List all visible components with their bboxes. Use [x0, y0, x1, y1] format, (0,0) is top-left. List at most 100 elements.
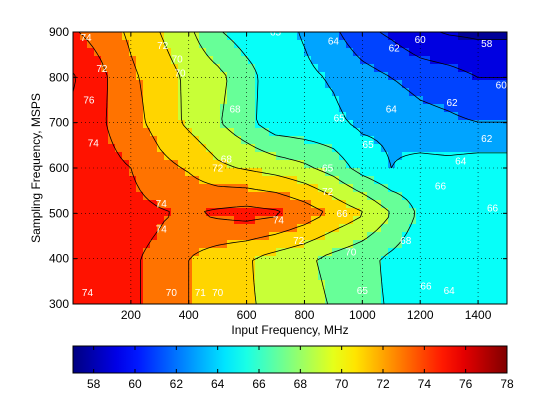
contour-cell [479, 232, 487, 241]
contour-cell [346, 72, 354, 81]
contour-cell [241, 88, 249, 97]
contour-cell [430, 96, 438, 105]
contour-cell [451, 32, 459, 41]
contour-cell [171, 216, 179, 225]
contour-cell [409, 288, 417, 297]
contour-cell [73, 200, 81, 209]
contour-cell [73, 240, 81, 249]
contour-cell [234, 104, 242, 113]
contour-cell [451, 72, 459, 81]
contour-cell [437, 264, 445, 273]
contour-cell [94, 224, 102, 233]
contour-cell [451, 120, 459, 129]
contour-cell [409, 144, 417, 153]
contour-cell [150, 72, 158, 81]
contour-cell [101, 200, 109, 209]
contour-cell [297, 232, 305, 241]
contour-cell [178, 120, 186, 129]
contour-cell [227, 240, 235, 249]
contour-label: 65 [334, 114, 346, 125]
contour-cell [500, 120, 507, 129]
contour-cell [178, 256, 186, 265]
contour-cell [73, 48, 81, 57]
contour-cell [416, 32, 424, 41]
contour-cell [451, 288, 459, 297]
contour-cell [94, 184, 102, 193]
contour-cell [255, 96, 263, 105]
contour-cell [360, 160, 368, 169]
contour-cell [374, 160, 382, 169]
contour-cell [220, 296, 228, 304]
contour-cell [360, 240, 368, 249]
contour-cell [269, 176, 277, 185]
colorbar-tick-label: 72 [376, 377, 390, 391]
contour-cell [332, 96, 340, 105]
x-tick-label: 1400 [465, 308, 492, 322]
contour-cell [451, 256, 459, 265]
contour-cell [486, 288, 494, 297]
contour-cell [374, 88, 382, 97]
contour-cell [276, 200, 284, 209]
contour-cell [80, 96, 88, 105]
contour-cell [206, 88, 214, 97]
contour-cell [409, 280, 417, 289]
contour-cell [388, 248, 396, 257]
contour-cell [325, 184, 333, 193]
contour-cell [101, 176, 109, 185]
contour-label: 74 [156, 199, 168, 210]
contour-cell [479, 160, 487, 169]
contour-cell [416, 184, 424, 193]
contour-cell [241, 272, 249, 281]
contour-cell [500, 72, 507, 81]
contour-cell [395, 112, 403, 121]
contour-cell [108, 40, 116, 49]
contour-cell [332, 48, 340, 57]
contour-cell [437, 88, 445, 97]
contour-cell [122, 248, 130, 257]
contour-cell [458, 48, 466, 57]
contour-cell [465, 152, 473, 161]
contour-cell [458, 280, 466, 289]
contour-cell [283, 248, 291, 257]
contour-cell [276, 256, 284, 265]
contour-cell [150, 296, 158, 304]
contour-cell [367, 80, 375, 89]
contour-cell [283, 152, 291, 161]
contour-cell [479, 80, 487, 89]
contour-cell [416, 216, 424, 225]
contour-cell [325, 152, 333, 161]
contour-cell [444, 88, 452, 97]
contour-cell [465, 104, 473, 113]
contour-cell [346, 248, 354, 257]
contour-label: 60 [496, 81, 508, 92]
contour-cell [94, 152, 102, 161]
contour-cell [234, 232, 242, 241]
contour-cell [129, 248, 137, 257]
contour-cell [150, 112, 158, 121]
contour-cell [206, 48, 214, 57]
contour-cell [472, 288, 480, 297]
x-tick-label: 1200 [407, 308, 434, 322]
contour-cell [458, 112, 466, 121]
contour-cell [311, 120, 319, 129]
contour-cell [479, 248, 487, 257]
contour-cell [458, 248, 466, 257]
contour-cell [318, 48, 326, 57]
contour-cell [353, 288, 361, 297]
contour-cell [318, 120, 326, 129]
contour-cell [94, 72, 102, 81]
contour-cell [318, 264, 326, 273]
contour-cell [199, 296, 207, 304]
contour-cell [304, 208, 312, 217]
contour-cell [143, 280, 151, 289]
contour-cell [416, 128, 424, 137]
contour-cell [136, 216, 144, 225]
contour-cell [129, 88, 137, 97]
contour-cell [283, 136, 291, 145]
contour-cell [374, 96, 382, 105]
contour-cell [248, 152, 256, 161]
contour-cell [486, 240, 494, 249]
contour-cell [227, 48, 235, 57]
contour-cell [241, 32, 249, 41]
contour-cell [241, 64, 249, 73]
